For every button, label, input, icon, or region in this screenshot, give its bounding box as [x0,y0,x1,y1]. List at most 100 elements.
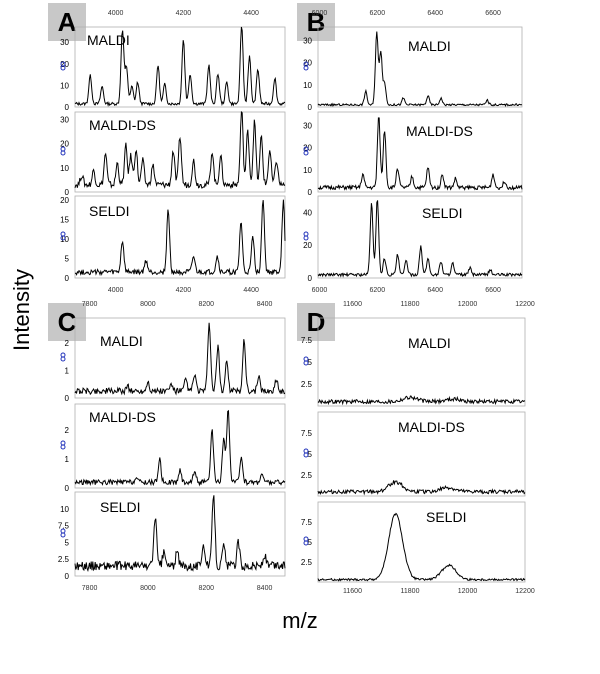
subplot-name-label: SELDI [100,499,140,515]
marker-icon [60,235,66,241]
plot-frame [317,195,523,279]
y-tick-label: 5 [308,358,313,367]
x-bottom-tick-label: 12000 [458,588,478,595]
x-bottom-tick-label: 6600 [485,287,501,294]
marker-icon [60,440,66,446]
spectrum-line [74,110,286,190]
marker-icon [303,452,309,458]
y-tick-label: 2 [65,426,70,435]
spectrum-line [317,480,526,496]
y-tick-label: 0 [65,188,70,197]
x-top-tick-label: 11600 [343,301,362,308]
x-bottom-tick-label: 4400 [243,287,259,294]
spectrum-line [74,322,286,396]
plot-frame [317,411,526,497]
x-top-tick-label: 4000 [108,10,124,17]
y-tick-label: 30 [60,115,69,124]
spectrum-line [74,409,286,487]
y-tick-label: 15 [60,215,69,224]
x-bottom-tick-label: 8200 [198,585,214,592]
subplot-name-label: MALDI-DS [406,123,473,139]
marker-icon [303,540,309,546]
y-tick-label: 0 [308,188,313,197]
marker-icon [60,65,66,71]
y-tick-label: 20 [60,140,69,149]
y-tick-label: 10 [60,505,69,514]
plot-frame [317,501,526,583]
subplot-c-2: 0 1 2 MALDI-DS [60,403,286,493]
spectrum-line [317,31,523,108]
y-tick-label: 1 [65,366,70,375]
marker-icon [303,360,309,366]
y-tick-label: 0 [65,484,70,493]
plot-frame [317,111,523,193]
spectrum-line [317,117,523,192]
plot-frame [74,403,286,489]
y-tick-label: 0 [308,103,313,112]
x-top-tick-label: 8200 [198,301,214,308]
x-top-tick-label: 11800 [401,301,420,308]
x-bottom-tick-label: 6000 [312,287,328,294]
y-tick-label: 2 [65,339,70,348]
y-tick-label: 7.5 [301,336,313,345]
y-axis-title: Intensity [2,250,42,370]
subplot-name-label: MALDI [408,38,451,54]
y-tick-label: 7.5 [58,522,70,531]
x-top-tick-label: 6200 [370,10,386,17]
x-top-tick-label: 6600 [485,10,501,17]
subplot-c-3: 0 2.5 5 7.5 10 SELDI [58,491,286,581]
y-tick-label: 30 [303,36,312,45]
subplot-d-2: 2.5 5 7.5 MALDI-DS [301,411,526,497]
x-bottom-tick-label: 4200 [176,287,192,294]
y-tick-label: 1 [65,455,70,464]
x-top-tick-label: 12000 [458,301,478,308]
x-bottom-tick-label: 6200 [370,287,386,294]
y-tick-label: 2.5 [301,558,313,567]
y-tick-label: 20 [60,196,69,205]
subplot-d-3: 2.5 5 7.5 SELDI [301,501,526,583]
spectrum-line [317,512,526,582]
y-tick-label: 5 [308,450,313,459]
y-tick-label: 5 [308,538,313,547]
x-top-tick-label: 6000 [312,10,328,17]
marker-icon [60,352,66,358]
y-tick-label: 10 [60,81,69,90]
subplot-name-label: MALDI-DS [89,117,156,133]
x-top-tick-label: 4200 [176,10,192,17]
spectrum-line [75,199,286,277]
y-tick-label: 0 [65,394,70,403]
y-tick-label: 20 [303,241,312,250]
marker-icon [60,150,66,156]
panel-label-d: D [297,303,335,341]
spectrum-line [74,26,286,107]
y-tick-label: 0 [65,103,70,112]
x-bottom-tick-label: 4000 [108,287,124,294]
marker-icon [303,231,309,237]
subplot-name-label: MALDI [87,32,130,48]
subplot-b-3: 0 20 40 SELDI [303,195,523,283]
x-top-tick-label: 12200 [515,301,535,308]
panel-a: 4000 4200 4400 4000 4200 4400 0 10 20 30 MALDI 0 10 2… [60,10,286,294]
y-tick-label: 30 [303,121,312,130]
plot-frame [317,26,523,108]
subplot-a-2: 0 10 20 30 MALDI-DS [60,110,286,197]
plot-frame [74,317,286,399]
y-tick-label: 5 [65,538,70,547]
y-tick-label: 2.5 [58,555,70,564]
y-tick-label: 7.5 [301,429,313,438]
panel-label-c: C [48,303,86,341]
spectrum-line [74,495,286,572]
y-tick-label: 0 [65,572,70,581]
panel-d: 11600 11800 12000 12200 11600 11800 12000 12200… [301,301,535,595]
subplot-name-label: SELDI [426,509,466,525]
x-top-tick-label: 7800 [82,301,98,308]
subplot-name-label: MALDI [408,335,451,351]
plot-frame [74,491,286,577]
y-tick-label: 10 [303,81,312,90]
marker-icon [303,235,309,241]
